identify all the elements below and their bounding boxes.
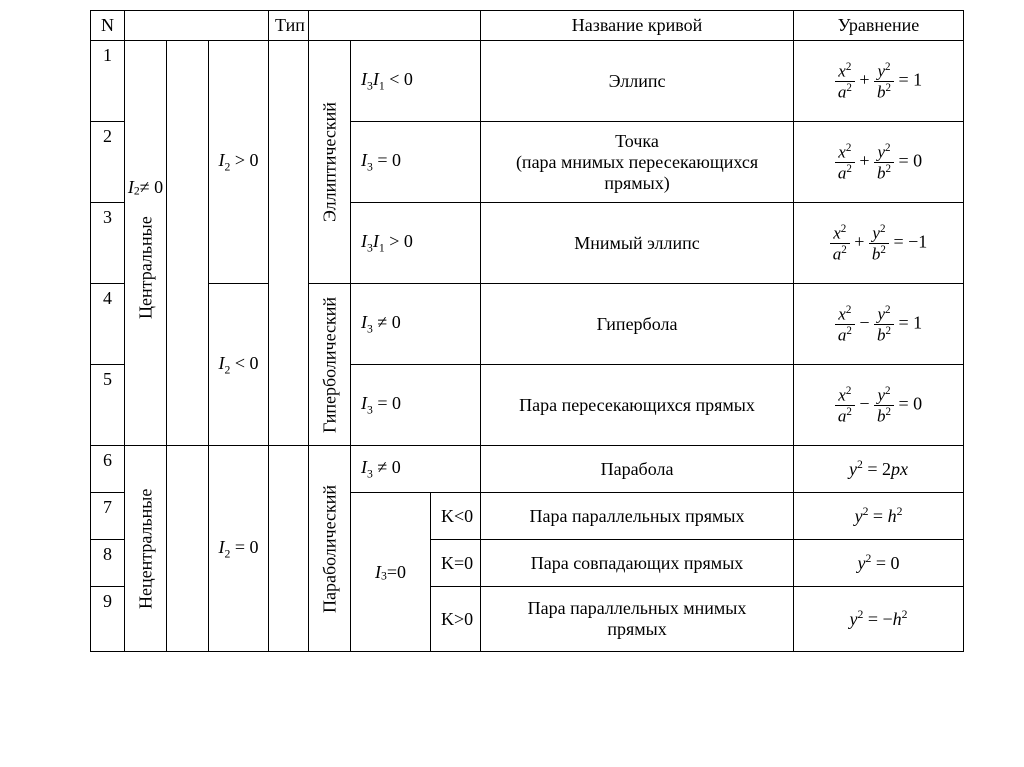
row-4: 4 I2 < 0 Гиперболический I3 ≠ 0 Гипербол… [91, 284, 964, 365]
eqn-7: y2 = h2 [794, 493, 964, 540]
header-spacer-1 [125, 11, 269, 41]
group-noncentral: Нецентральные [125, 446, 167, 652]
name-1: Эллипс [481, 41, 794, 122]
klt0: K<0 [431, 493, 481, 540]
type-parabolic: Параболический [309, 446, 351, 652]
n-1: 1 [91, 41, 125, 122]
kgt0: K>0 [431, 587, 481, 652]
name-3: Мнимый эллипс [481, 203, 794, 284]
i2-gt0: I2 > 0 [209, 41, 269, 284]
cond-6: I3 ≠ 0 [351, 446, 481, 493]
row-6: 6 Нецентральные I2 = 0 Параболический I3… [91, 446, 964, 493]
header-name: Название кривой [481, 11, 794, 41]
eqn-6: y2 = 2px [794, 446, 964, 493]
cond-4: I3 ≠ 0 [351, 284, 481, 365]
name-4: Гипербола [481, 284, 794, 365]
type-col-space2 [269, 446, 309, 652]
header-eqn: Уравнение [794, 11, 964, 41]
header-type: Тип [269, 11, 309, 41]
type-elliptic: Эллиптический [309, 41, 351, 284]
type-col-space [269, 41, 309, 446]
n-2: 2 [91, 122, 125, 203]
header-row: N Тип Название кривой Уравнение [91, 11, 964, 41]
name-9: Пара параллельных мнимыхпрямых [481, 587, 794, 652]
header-spacer-2 [309, 11, 481, 41]
eqn-2: x2a2 + y2b2 = 0 [794, 122, 964, 203]
n-5: 5 [91, 365, 125, 446]
cond-1: I3I1 < 0 [351, 41, 481, 122]
n-8: 8 [91, 540, 125, 587]
name-2: Точка(пара мнимых пересекающихсяпрямых) [481, 122, 794, 203]
i2-lt0: I2 < 0 [209, 284, 269, 446]
n-7: 7 [91, 493, 125, 540]
n-3: 3 [91, 203, 125, 284]
eqn-3: x2a2 + y2b2 = −1 [794, 203, 964, 284]
eqn-4: x2a2 − y2b2 = 1 [794, 284, 964, 365]
group-central: Центральные I2≠ 0 [125, 41, 167, 446]
eqn-5: x2a2 − y2b2 = 0 [794, 365, 964, 446]
eqn-9: y2 = −h2 [794, 587, 964, 652]
name-8: Пара совпадающих прямых [481, 540, 794, 587]
eqn-1: x2a2 + y2b2 = 1 [794, 41, 964, 122]
type-hyperbolic: Гиперболический [309, 284, 351, 446]
name-7: Пара параллельных прямых [481, 493, 794, 540]
classification-table: N Тип Название кривой Уравнение 1 Центра… [90, 10, 964, 652]
n-6: 6 [91, 446, 125, 493]
cond-5: I3 = 0 [351, 365, 481, 446]
keq0: K=0 [431, 540, 481, 587]
i2-eq0: I2 = 0 [209, 446, 269, 652]
n-4: 4 [91, 284, 125, 365]
i2-group-space [167, 41, 209, 446]
header-n: N [91, 11, 125, 41]
name-6: Парабола [481, 446, 794, 493]
cond-2: I3 = 0 [351, 122, 481, 203]
name-5: Пара пересекающихся прямых [481, 365, 794, 446]
n-9: 9 [91, 587, 125, 652]
i3-eq0-vert: I3=0 [351, 493, 431, 652]
i2-group-space2 [167, 446, 209, 652]
row-1: 1 Центральные I2≠ 0 I2 > 0 Эллиптический… [91, 41, 964, 122]
page: N Тип Название кривой Уравнение 1 Центра… [0, 0, 1024, 767]
eqn-8: y2 = 0 [794, 540, 964, 587]
cond-3: I3I1 > 0 [351, 203, 481, 284]
